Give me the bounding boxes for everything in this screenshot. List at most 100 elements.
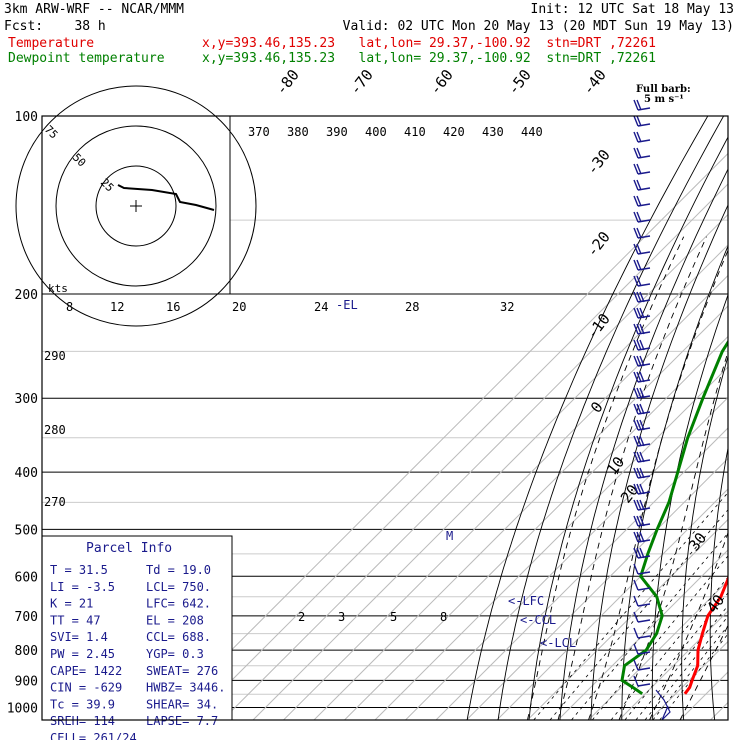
wind-barb-feather: [633, 419, 639, 431]
dry-adiabat-line: [621, 244, 728, 720]
marker-el: -EL: [336, 298, 358, 312]
surface-barbs: [655, 689, 671, 721]
isotherm-label: -40: [579, 66, 610, 98]
dry-adiabat-line: [709, 445, 728, 720]
mixing-ratio-label: 16: [166, 300, 180, 314]
hodograph-ring: [15, 85, 257, 327]
pressure-tick-label: 300: [15, 392, 38, 407]
parcel-row-right: SWEAT= 276: [146, 664, 218, 678]
wind-barb-feather: [636, 99, 642, 111]
wind-barb: [633, 435, 651, 447]
moist-adiabat-label: 8: [440, 610, 447, 624]
theta-left-label: 290: [44, 349, 66, 363]
isotherm-label: -70: [346, 66, 377, 98]
wind-barb-feather: [633, 643, 639, 655]
parcel-row-right: LAPSE= 7.7: [146, 714, 218, 728]
plot-frame: [41, 115, 729, 721]
wind-barb: [633, 547, 651, 559]
isotherm-label: -30: [583, 146, 614, 178]
wind-barb-feather: [636, 179, 642, 191]
isotherm-line: [618, 610, 728, 720]
wind-barb-feather: [633, 99, 639, 111]
wind-barb-feather: [633, 515, 639, 527]
isotherm-label: -80: [272, 66, 303, 98]
moist-adiabat-line: [557, 236, 707, 720]
wind-barb: [633, 531, 651, 543]
parcel-row-right: LFC= 642.: [146, 597, 211, 611]
wind-barb-feather: [633, 147, 639, 159]
wind-barb-shaft: [637, 171, 651, 175]
theta-label: 430: [482, 125, 504, 139]
wind-barb: [633, 355, 651, 367]
wind-barb-shaft: [637, 283, 651, 287]
temperature-location: x,y=393.46,135.23 lat,lon= 29.37,-100.92…: [202, 36, 656, 51]
wind-barb-feather: [636, 499, 642, 511]
wind-barb: [633, 643, 651, 655]
wind-barb-shaft: [637, 651, 651, 655]
parcel-row-left: CELL= 261/24: [50, 731, 137, 740]
pressure-tick-label: 200: [15, 288, 38, 303]
isotherm-label: -20: [583, 228, 614, 260]
isotherm-line: [496, 488, 728, 720]
wind-barb-feather: [633, 339, 639, 351]
parcel-row-right: EL = 208: [146, 613, 204, 627]
parcel-row-right: SHEAR= 34.: [146, 697, 218, 711]
wind-barb: [633, 611, 651, 623]
dry-adiabat-line: [466, 116, 709, 720]
wind-barb-feather: [633, 403, 639, 415]
wind-barb-shaft: [637, 107, 651, 111]
parcel-info-box: [41, 535, 233, 721]
theta-left-label: 280: [44, 423, 66, 437]
mixing-ratio-label: 8: [66, 300, 73, 314]
wind-barb-feather: [639, 371, 645, 383]
wind-barb-shaft: [637, 203, 651, 207]
pressure-tick-label: 600: [15, 570, 38, 585]
mixing-ratio-line: [591, 555, 728, 720]
isotherm-label: 40: [703, 591, 728, 616]
wind-barb-feather: [633, 579, 639, 591]
wind-barb-shaft: [637, 187, 651, 191]
wind-barb-feather: [636, 147, 642, 159]
wind-barb-feather: [639, 403, 645, 415]
wind-barb-feather: [633, 259, 639, 271]
model-title: 3km ARW-WRF -- NCAR/MMM: [4, 2, 184, 17]
isotherm-line: [191, 183, 728, 720]
isotherm-label: 10: [603, 453, 628, 478]
wind-barb-feather: [639, 435, 645, 447]
parcel-row-left: Tc = 39.9: [50, 697, 115, 711]
wind-barb-feather: [636, 323, 642, 335]
dry-adiabat-line: [497, 116, 724, 720]
wind-barb-feather: [639, 307, 645, 319]
theta-left-label: 270: [44, 495, 66, 509]
wind-barb-feather: [633, 163, 639, 175]
wind-barb: [633, 419, 651, 431]
pressure-tick-label: 400: [15, 466, 38, 481]
dewpoint-profile-line: [620, 339, 728, 696]
wind-barb: [633, 403, 651, 415]
pressure-tick-label: 700: [15, 610, 38, 625]
theta-label: 390: [326, 125, 348, 139]
wind-barb: [633, 515, 651, 527]
wind-barb-feather: [636, 115, 642, 127]
moist-adiabat-line: [649, 531, 728, 720]
wind-barb: [633, 339, 651, 351]
dry-adiabat-line: [559, 168, 728, 720]
moist-adiabat-label: 3: [338, 610, 345, 624]
wind-barb-feather: [633, 467, 639, 479]
wind-barb-feather: [636, 259, 642, 271]
wind-barb-feather: [636, 243, 642, 255]
wind-barb-shaft: [637, 251, 651, 255]
dewpoint-location: x,y=393.46,135.23 lat,lon= 29.37,-100.92…: [202, 51, 656, 66]
mixing-ratio-line: [571, 532, 728, 720]
theta-label: 440: [521, 125, 543, 139]
wind-barb: [633, 499, 651, 511]
wind-barb-feather: [639, 515, 645, 527]
wind-barb-feather: [633, 195, 639, 207]
wind-barb-feather: [636, 131, 642, 143]
wind-barb-feather: [633, 211, 639, 223]
isotherm-line: [344, 335, 728, 720]
pressure-tick-label: 500: [15, 523, 38, 538]
wind-barb-feather: [636, 291, 642, 303]
theta-label: 380: [287, 125, 309, 139]
wind-barb-feather: [639, 499, 645, 511]
